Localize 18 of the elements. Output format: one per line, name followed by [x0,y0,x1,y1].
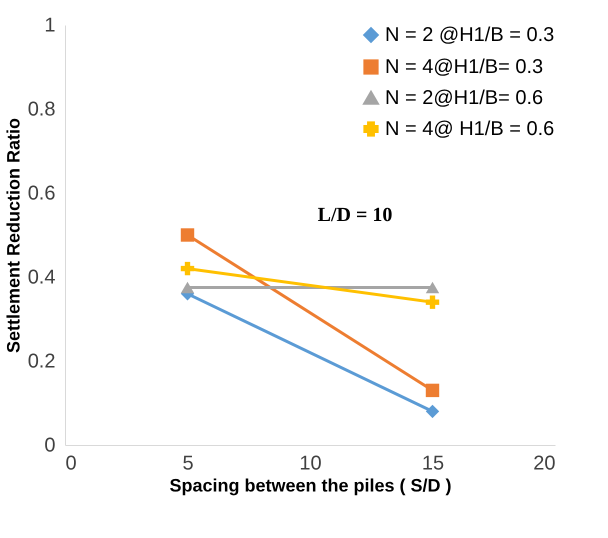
x-axis-title: Spacing between the piles ( S/D ) [169,476,452,496]
legend-label: N = 4@ H1/B = 0.6 [385,118,554,140]
x-tick-label: 0 [66,452,77,474]
y-tick-label: 0.2 [28,350,56,372]
x-tick-label: 15 [422,452,444,474]
x-tick-label: 5 [182,452,194,474]
y-tick-label: 0.6 [28,182,56,204]
y-axis-title: Settlement Reduction Ratio [4,118,24,354]
legend-label: N = 4@H1/B= 0.3 [385,56,544,78]
y-tick-label: 1 [44,14,56,36]
y-tick-label: 0.4 [28,266,56,288]
legend-label: N = 2 @H1/B = 0.3 [385,24,554,46]
x-tick-label: 20 [533,452,556,474]
annotation: L/D = 10 [318,204,392,226]
legend-label: N = 2@H1/B= 0.6 [385,87,544,109]
y-tick-label: 0 [44,434,56,456]
x-tick-label: 10 [299,452,322,474]
y-tick-label: 0.8 [28,98,56,120]
